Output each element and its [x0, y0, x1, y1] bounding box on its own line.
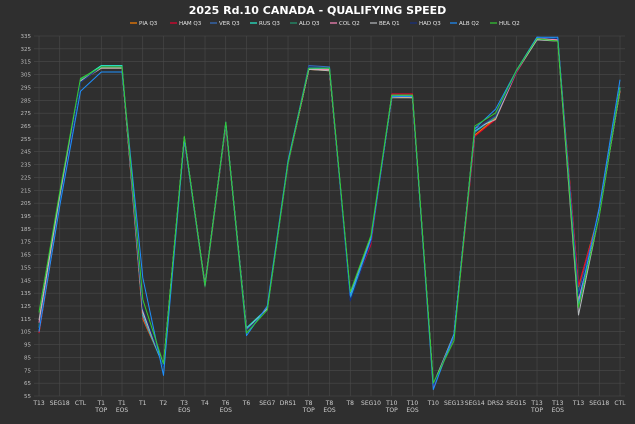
y-tick-label: 235	[21, 163, 32, 169]
x-tick-label: SEG10	[361, 400, 381, 407]
x-tick-label: T8	[325, 400, 334, 407]
legend-label: VER Q3	[219, 21, 240, 27]
x-tick-label: T10	[427, 400, 439, 407]
x-tick-label: SEG15	[506, 400, 526, 407]
legend: PIA Q3 HAM Q3 VER Q3 RUS Q3 ALO Q3 COL Q2 BEA …	[130, 21, 520, 27]
y-tick-label: 225	[21, 175, 32, 181]
legend-label: HAM Q3	[179, 21, 202, 27]
y-tick-label: 205	[21, 201, 32, 207]
y-tick-label: 245	[21, 150, 32, 156]
x-tick-label: SEG18	[589, 400, 609, 407]
y-tick-label: 175	[21, 240, 32, 246]
x-tick-label: T8	[304, 400, 313, 407]
legend-label: HAD Q3	[419, 21, 441, 27]
x-tick-label: DRS2	[487, 400, 504, 407]
y-tick-label: 325	[21, 47, 32, 53]
chart-title: 2025 Rd.10 CANADA - QUALIFYING SPEED	[189, 4, 447, 17]
x-tick-label: EOS	[116, 407, 129, 414]
y-tick-label: 165	[21, 253, 32, 259]
y-tick-label: 255	[21, 137, 32, 143]
x-tick-label: CTL	[75, 400, 87, 407]
legend-label: HUL Q2	[499, 21, 520, 27]
x-tick-label: T1	[138, 400, 147, 407]
y-tick-label: 115	[21, 317, 32, 323]
x-tick-label: SEG7	[259, 400, 275, 407]
y-tick-label: 335	[21, 34, 32, 40]
y-tick-label: 275	[21, 111, 32, 117]
x-tick-label: T13	[530, 400, 542, 407]
y-tick-label: 65	[24, 381, 31, 387]
legend-label: RUS Q3	[259, 21, 280, 27]
legend-label: ALB Q2	[459, 21, 479, 27]
x-tick-label: T13	[572, 400, 584, 407]
x-tick-label: EOS	[323, 407, 336, 414]
y-tick-label: 315	[21, 60, 32, 66]
x-tick-label: TOP	[385, 407, 398, 414]
x-tick-label: SEG13	[444, 400, 464, 407]
x-tick-label: TOP	[302, 407, 315, 414]
x-tick-label: T1	[117, 400, 126, 407]
x-tick-label: T6	[242, 400, 251, 407]
y-tick-label: 145	[21, 278, 32, 284]
x-tick-label: EOS	[406, 407, 419, 414]
y-tick-label: 305	[21, 73, 32, 79]
y-tick-label: 185	[21, 227, 32, 233]
x-tick-label: T13	[32, 400, 44, 407]
y-tick-label: 135	[21, 291, 32, 297]
legend-label: COL Q2	[339, 21, 360, 27]
y-tick-label: 265	[21, 124, 32, 130]
legend-label: ALO Q3	[299, 21, 320, 27]
x-tick-label: TOP	[94, 407, 107, 414]
x-tick-label: SEG14	[465, 400, 485, 407]
legend-label: PIA Q3	[139, 21, 158, 27]
y-tick-label: 195	[21, 214, 32, 220]
x-tick-label: T3	[180, 400, 189, 407]
y-tick-label: 75	[24, 368, 31, 374]
y-tick-label: 285	[21, 98, 32, 104]
x-tick-label: T13	[551, 400, 563, 407]
x-tick-label: T10	[385, 400, 397, 407]
x-tick-label: SEG18	[50, 400, 70, 407]
y-tick-label: 55	[24, 394, 31, 400]
x-tick-label: EOS	[552, 407, 565, 414]
y-tick-label: 155	[21, 265, 32, 271]
y-tick-label: 215	[21, 188, 32, 194]
x-tick-label: T2	[159, 400, 168, 407]
x-tick-label: CTL	[614, 400, 626, 407]
y-axis: 55 65 75 85 95 105 115 125 135 145 155 165 175 185 195…	[21, 34, 32, 400]
y-tick-label: 125	[21, 304, 32, 310]
legend-label: BEA Q1	[379, 21, 400, 27]
series-line	[38, 38, 621, 384]
y-tick-label: 85	[24, 355, 31, 361]
x-tick-label: T8	[346, 400, 355, 407]
x-tick-label: T1	[97, 400, 106, 407]
x-tick-label: T6	[221, 400, 230, 407]
y-tick-label: 95	[24, 343, 31, 349]
x-tick-label: TOP	[530, 407, 543, 414]
x-tick-label: T10	[406, 400, 418, 407]
series-lines	[38, 36, 621, 391]
y-tick-label: 295	[21, 85, 32, 91]
y-tick-label: 105	[21, 330, 32, 336]
x-tick-label: T4	[200, 400, 209, 407]
x-tick-label: EOS	[178, 407, 191, 414]
x-tick-label: DRS1	[280, 400, 297, 407]
x-tick-label: EOS	[220, 407, 233, 414]
